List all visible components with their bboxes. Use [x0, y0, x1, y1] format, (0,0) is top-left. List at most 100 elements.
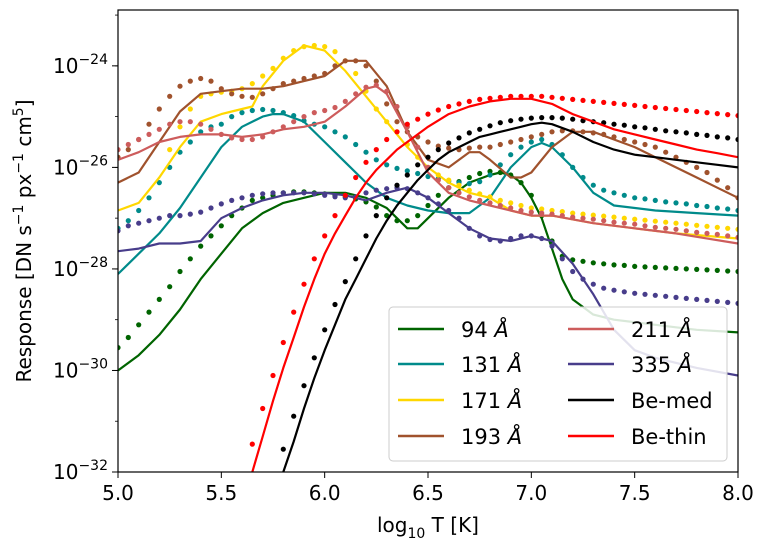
data-point-94 [466, 174, 472, 181]
data-point-335 [601, 285, 607, 291]
data-point-193 [663, 149, 669, 155]
data-point-171 [714, 224, 720, 230]
data-point-131 [714, 205, 720, 211]
data-point-193 [332, 63, 338, 69]
data-point-94 [590, 260, 596, 266]
data-point-131 [239, 110, 245, 116]
data-point-94 [208, 233, 214, 239]
series-line-94 [118, 171, 738, 372]
data-point-be-thin [456, 101, 462, 107]
data-point-be-thin [466, 98, 472, 104]
series-be-thin [249, 93, 738, 472]
data-point-131 [125, 218, 131, 224]
data-point-211 [384, 88, 390, 94]
data-point-193 [270, 86, 276, 92]
data-point-131 [735, 207, 738, 214]
data-point-193 [146, 121, 152, 127]
data-point-be-med [549, 115, 555, 121]
data-point-be-med [559, 115, 565, 121]
data-point-211 [322, 107, 328, 114]
data-point-be-med [497, 120, 503, 126]
data-point-131 [508, 152, 514, 158]
data-point-211 [580, 215, 586, 221]
data-point-171 [373, 106, 379, 112]
data-point-171 [704, 223, 710, 229]
data-point-be-med [435, 147, 441, 153]
data-point-be-thin [311, 256, 317, 262]
data-point-be-thin [611, 100, 617, 106]
data-point-be-thin [477, 96, 483, 102]
data-point-211 [342, 98, 348, 104]
data-point-94 [704, 267, 710, 273]
data-point-be-med [518, 116, 524, 122]
data-point-193 [528, 134, 534, 140]
data-point-335 [435, 201, 441, 207]
data-point-193 [239, 93, 245, 99]
data-point-211 [497, 202, 503, 209]
data-point-193 [353, 58, 359, 64]
data-point-be-thin [673, 106, 679, 113]
data-point-193 [621, 136, 627, 143]
legend-label: Be-med [631, 389, 713, 413]
data-point-be-thin [291, 309, 297, 315]
x-axis: 5.0 5.5 6.0 6.5 7.0 7.5 8.0 [102, 472, 754, 505]
data-point-193 [363, 63, 369, 69]
data-point-193 [301, 75, 307, 82]
data-point-193 [156, 106, 162, 112]
data-point-be-thin [435, 107, 441, 113]
data-point-be-med [663, 128, 669, 134]
data-point-94 [249, 197, 255, 203]
data-point-131 [229, 114, 235, 120]
data-point-be-thin [322, 233, 328, 239]
data-point-94 [156, 296, 162, 302]
data-point-131 [301, 118, 307, 124]
legend-item-335: 335 Å [568, 351, 692, 377]
data-point-be-med [487, 123, 493, 129]
data-point-be-thin [570, 96, 576, 102]
data-point-335 [167, 213, 173, 219]
data-point-171 [332, 49, 338, 55]
data-point-211 [146, 131, 152, 137]
data-point-171 [590, 212, 596, 218]
series-be-med [280, 115, 738, 472]
data-point-94 [487, 168, 493, 174]
data-point-be-thin [704, 110, 710, 116]
data-point-171 [270, 65, 276, 71]
data-point-193 [167, 93, 173, 99]
data-point-335 [466, 225, 472, 231]
data-point-94 [218, 223, 224, 229]
data-point-211 [218, 131, 224, 137]
data-point-193 [714, 177, 720, 183]
data-point-171 [291, 48, 297, 54]
data-point-be-med [735, 136, 738, 143]
data-point-be-thin [353, 174, 359, 181]
data-point-94 [518, 180, 524, 186]
data-point-335 [725, 299, 731, 305]
data-point-94 [580, 258, 586, 264]
data-point-131 [363, 149, 369, 155]
data-point-131 [466, 181, 472, 187]
data-point-171 [735, 226, 738, 232]
data-point-193 [373, 78, 379, 84]
legend-item-be-med: Be-med [568, 389, 713, 413]
data-point-211 [518, 207, 524, 214]
data-point-211 [239, 136, 245, 143]
data-point-193 [311, 73, 317, 79]
x-tick-label: 6.0 [309, 481, 341, 505]
data-point-94 [404, 218, 410, 224]
data-point-193 [735, 195, 738, 201]
data-point-193 [125, 147, 131, 153]
data-point-211 [487, 200, 493, 206]
data-point-335 [280, 190, 286, 196]
data-point-335 [663, 293, 669, 299]
data-point-be-med [725, 135, 731, 141]
data-point-be-med [425, 154, 431, 160]
data-point-193 [187, 78, 193, 84]
data-point-171 [477, 191, 483, 197]
data-point-211 [539, 210, 545, 216]
data-point-131 [487, 172, 493, 178]
data-point-131 [156, 180, 162, 186]
series-line-be-thin [251, 97, 738, 472]
data-point-be-med [404, 172, 410, 178]
data-point-335 [118, 228, 121, 234]
